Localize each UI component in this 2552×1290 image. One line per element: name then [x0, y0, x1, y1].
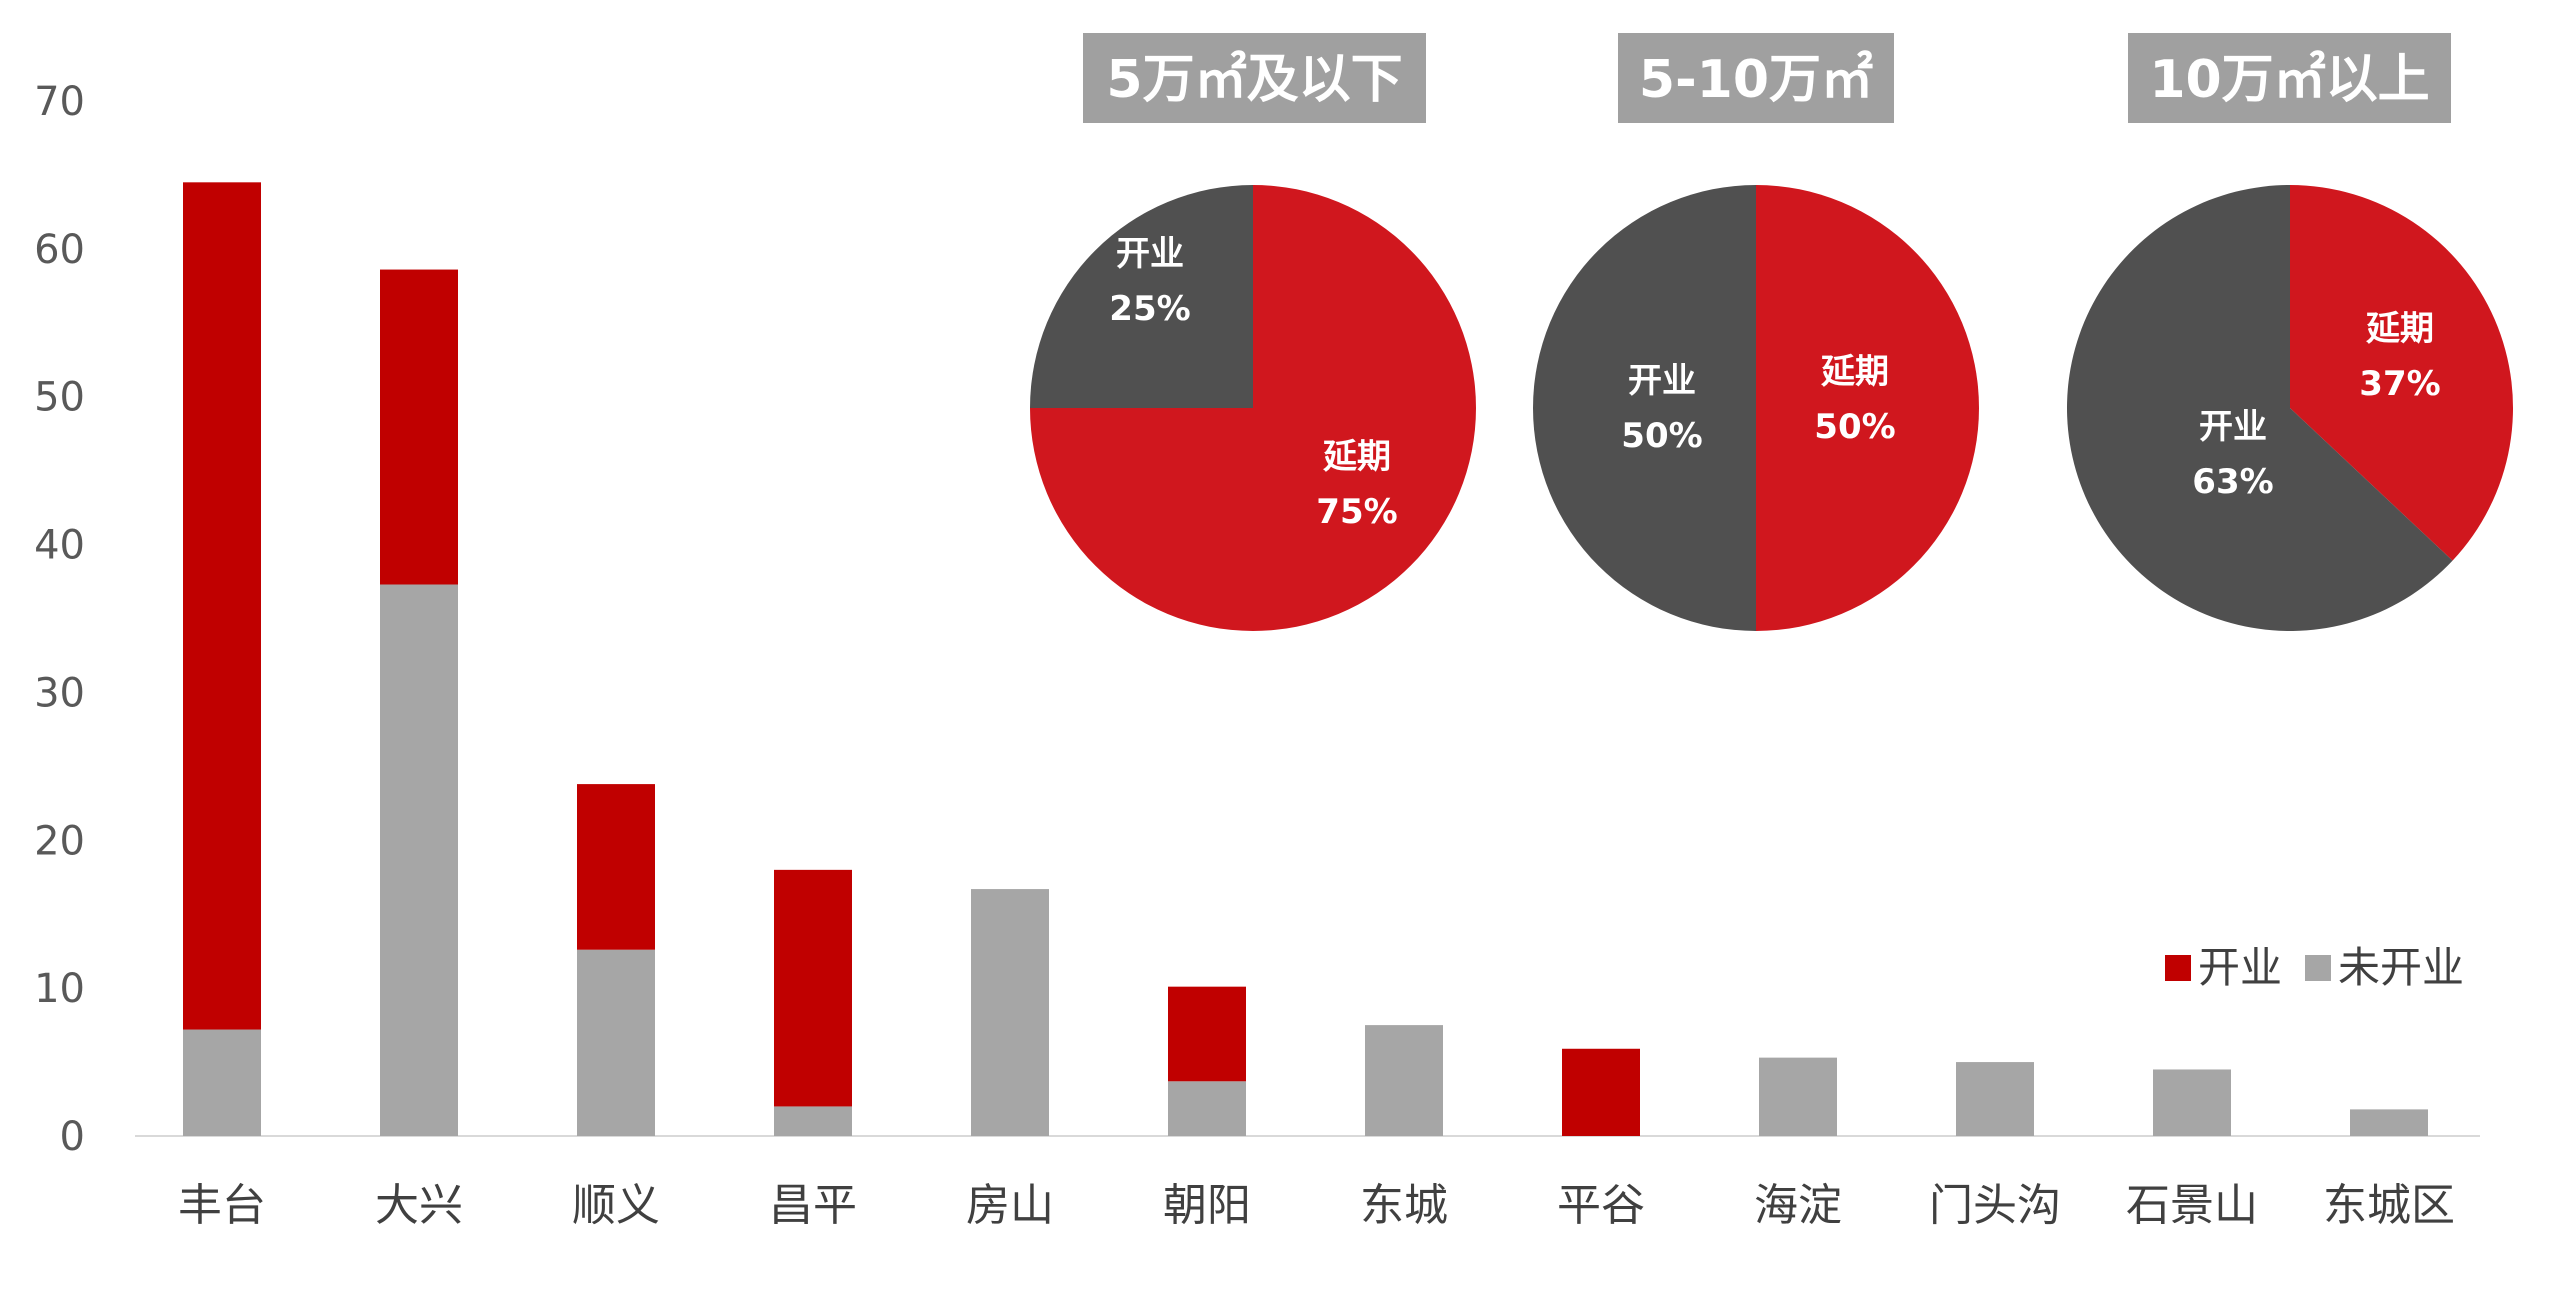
- pie-label-name: 延期: [1323, 437, 1391, 477]
- bar-segment-not-opened: [1168, 1081, 1246, 1136]
- bar-segment-not-opened: [2350, 1109, 2428, 1136]
- y-tick-label: 50: [34, 375, 85, 421]
- pie-slice-opened: [1533, 185, 1756, 631]
- pie-label-percent: 50%: [1814, 407, 1895, 447]
- pie-label-percent: 63%: [2192, 462, 2273, 502]
- pie-title-box: [2128, 33, 2451, 123]
- pie-slice-delayed: [1030, 185, 1476, 631]
- bar-segment-not-opened: [577, 949, 655, 1136]
- y-tick-label: 0: [60, 1114, 85, 1160]
- pie-title: 10万㎡以上: [2149, 50, 2429, 110]
- y-tick-label: 40: [34, 523, 85, 569]
- x-tick-label: 平谷: [1557, 1180, 1645, 1231]
- legend-label: 开业: [2198, 943, 2282, 992]
- bar-segment-not-opened: [774, 1106, 852, 1136]
- pie-label-name: 开业: [2199, 407, 2267, 447]
- pie-title: 5万㎡及以下: [1106, 50, 1402, 110]
- pie-label-name: 延期: [2366, 309, 2434, 349]
- bar-segment-not-opened: [1956, 1062, 2034, 1136]
- pie-label-name: 开业: [1628, 361, 1696, 401]
- pie-label-percent: 25%: [1109, 289, 1190, 329]
- x-tick-label: 海淀: [1754, 1180, 1842, 1231]
- pie-title-box: [1618, 33, 1894, 123]
- pie-slice-delayed: [1756, 185, 1979, 631]
- x-tick-label: 朝阳: [1163, 1180, 1251, 1231]
- x-tick-label: 丰台: [178, 1180, 266, 1231]
- x-tick-label: 东城: [1360, 1180, 1448, 1231]
- pie-slice-opened: [2067, 185, 2453, 631]
- x-tick-label: 顺义: [572, 1180, 660, 1231]
- pie-label-percent: 50%: [1621, 416, 1702, 456]
- pie-label-name: 延期: [1821, 352, 1889, 392]
- legend-label: 未开业: [2338, 943, 2464, 992]
- bar-segment-opened: [577, 784, 655, 950]
- pie-label-name: 开业: [1116, 234, 1184, 274]
- bar-segment-not-opened: [971, 889, 1049, 1136]
- bar-segment-opened: [380, 269, 458, 585]
- pie-label-percent: 37%: [2359, 364, 2440, 404]
- x-tick-label: 石景山: [2126, 1180, 2258, 1231]
- bar-segment-not-opened: [2153, 1069, 2231, 1136]
- x-tick-label: 房山: [966, 1180, 1054, 1231]
- legend-swatch-opened: [2165, 955, 2191, 981]
- bar-segment-opened: [183, 182, 261, 1030]
- legend-swatch-not-opened: [2305, 955, 2331, 981]
- x-tick-label: 昌平: [769, 1180, 857, 1231]
- bar-segment-not-opened: [1759, 1057, 1837, 1136]
- pie-slice-delayed: [2290, 185, 2514, 561]
- y-tick-label: 10: [34, 966, 85, 1012]
- bar-segment-not-opened: [1365, 1025, 1443, 1136]
- bar-segment-not-opened: [183, 1029, 261, 1136]
- y-tick-label: 30: [34, 670, 85, 716]
- bar-segment-opened: [774, 869, 852, 1107]
- pie-slice-opened: [1030, 185, 1253, 408]
- pie-title-box: [1083, 33, 1426, 123]
- y-tick-label: 20: [34, 818, 85, 864]
- x-tick-label: 东城区: [2323, 1180, 2455, 1231]
- y-tick-label: 60: [34, 227, 85, 273]
- x-tick-label: 大兴: [375, 1180, 463, 1231]
- x-tick-label: 门头沟: [1929, 1180, 2061, 1231]
- y-tick-label: 70: [34, 79, 85, 125]
- bar-segment-not-opened: [380, 584, 458, 1136]
- bar-segment-opened: [1562, 1048, 1640, 1136]
- pie-label-percent: 75%: [1316, 492, 1397, 532]
- bar-segment-opened: [1168, 986, 1246, 1082]
- pie-title: 5-10万㎡: [1639, 50, 1873, 110]
